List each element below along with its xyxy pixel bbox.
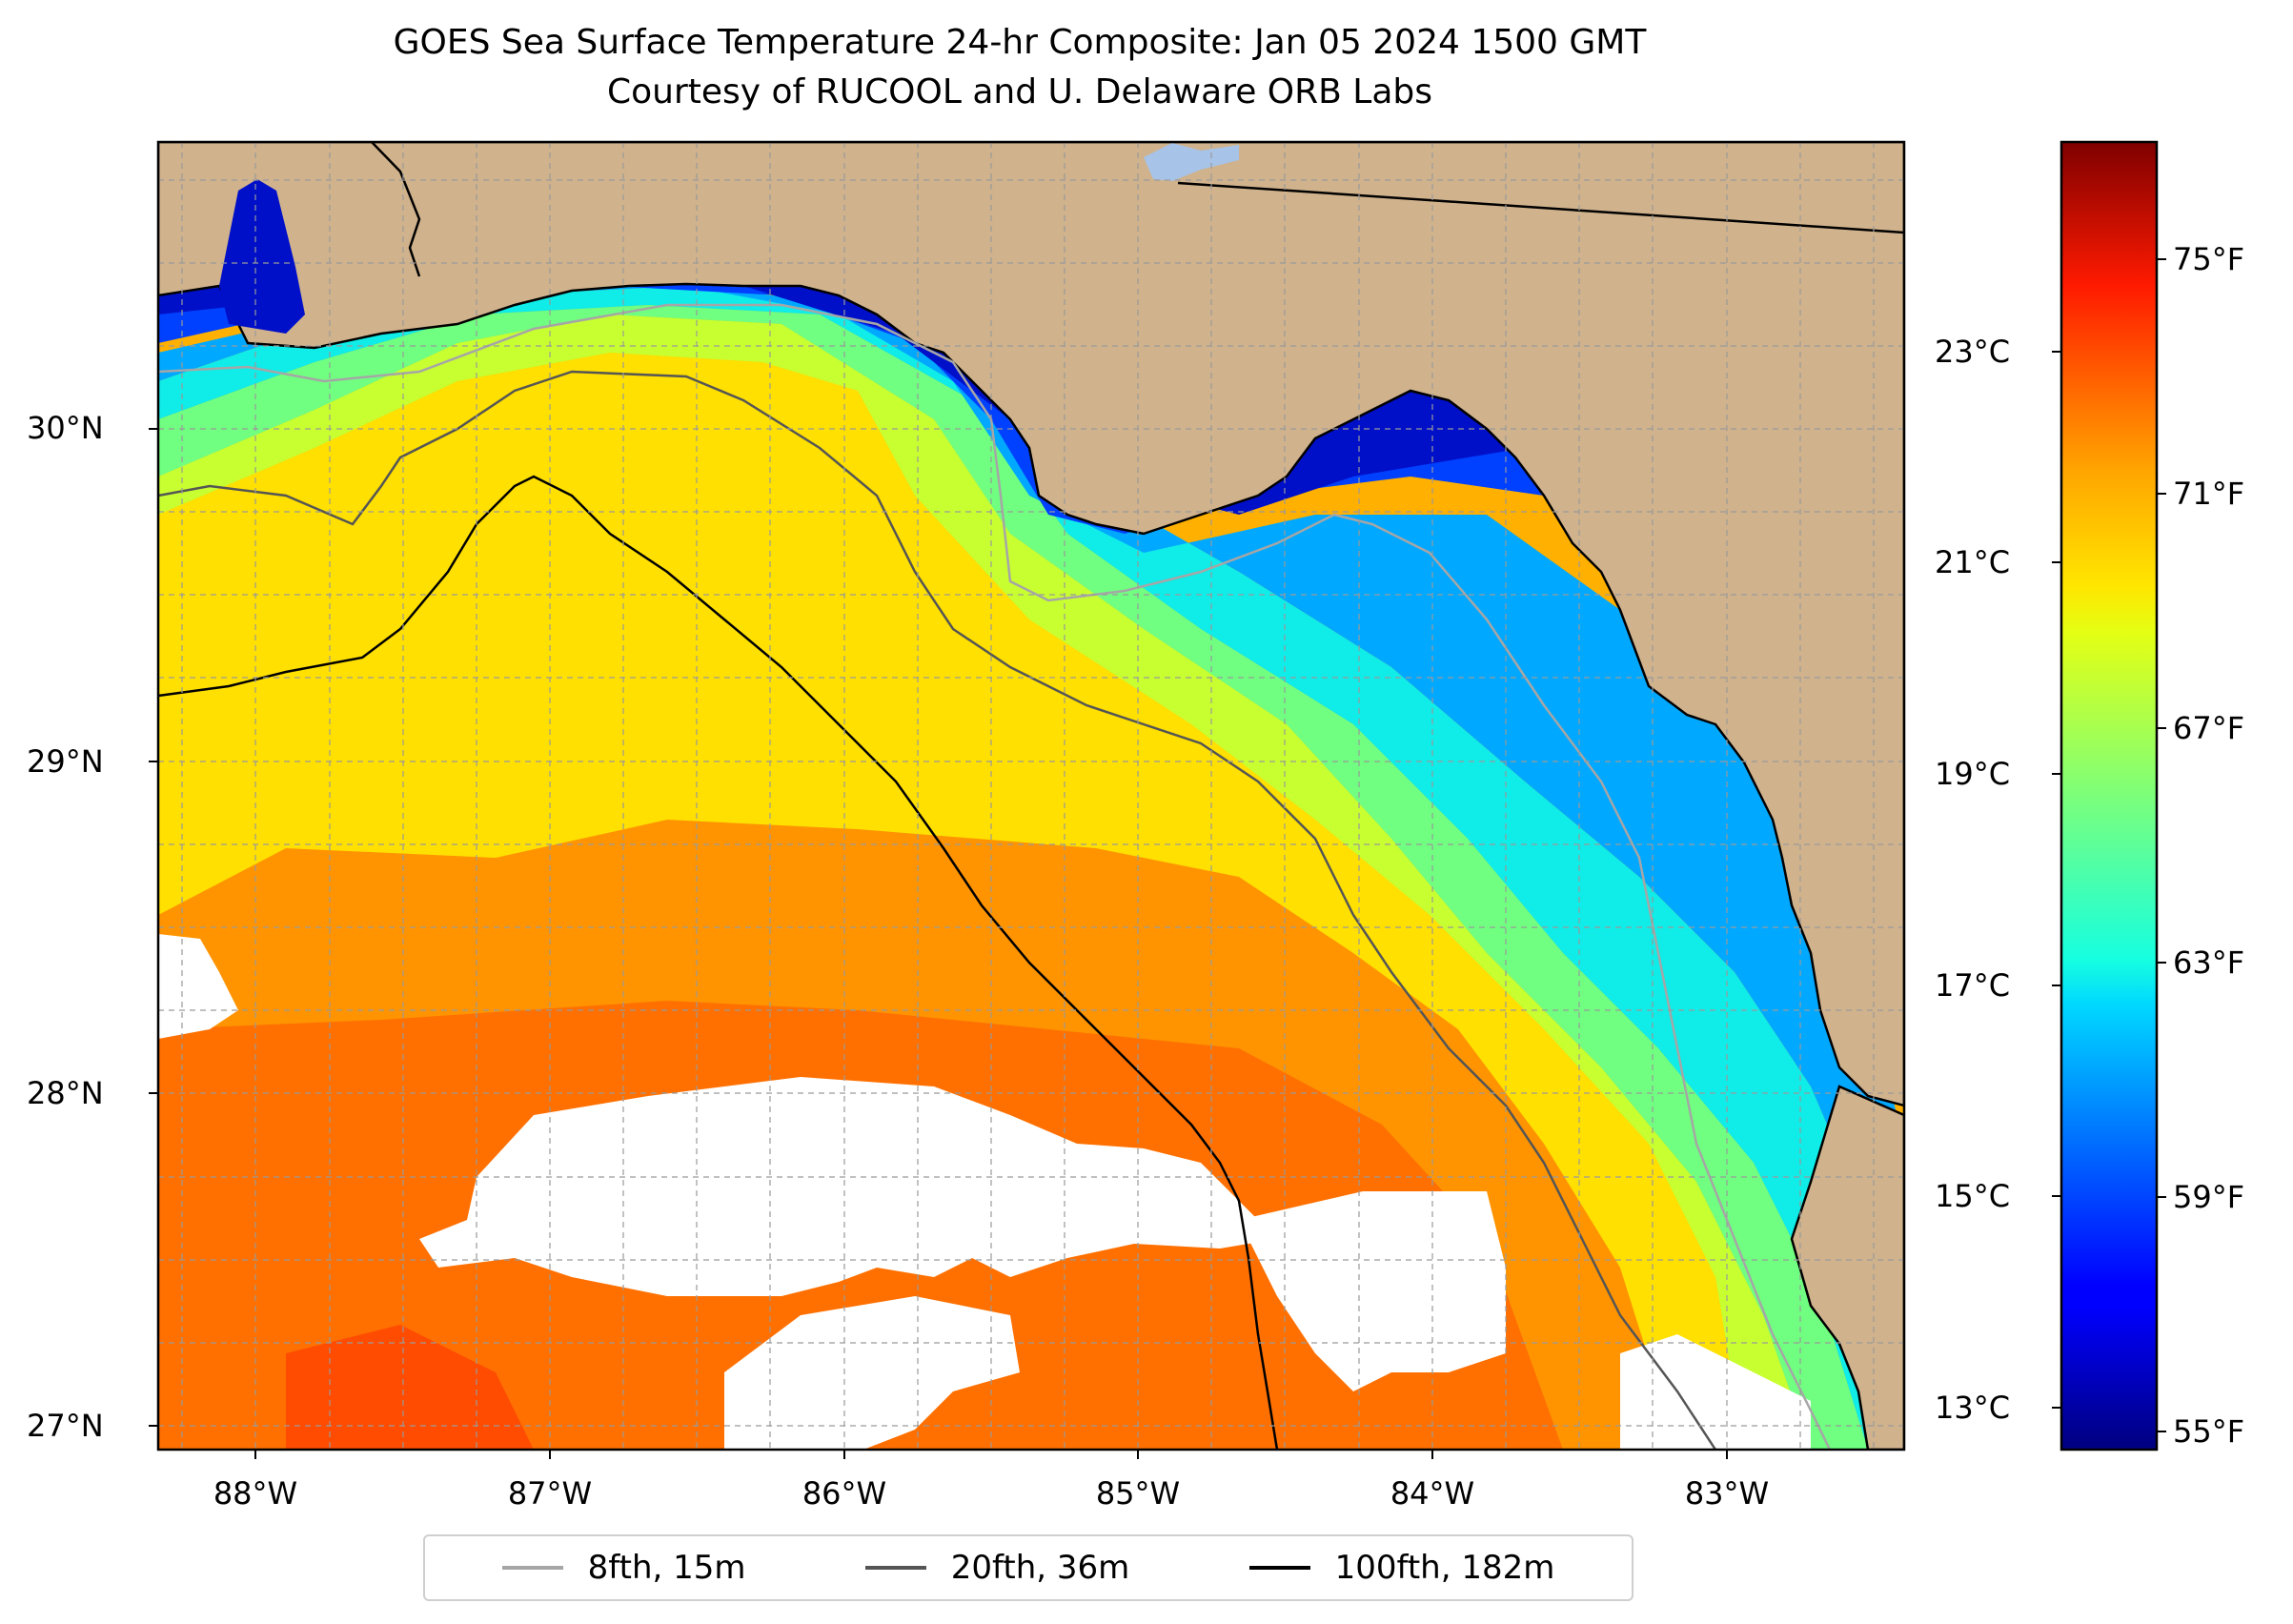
lon-label-85: 85°W [1095,1475,1181,1512]
sst-band-red-orange [286,1325,534,1450]
legend-item-20fth: 20fth, 36m [864,1549,1130,1587]
legend-item-100fth: 100fth, 182m [1248,1549,1555,1587]
colorbar-label-23c: 23°C [1935,334,2011,370]
colorbar-label-13c: 13°C [1935,1390,2011,1426]
colorbar-label-21c: 21°C [1935,544,2011,580]
contour-100fth [158,475,1279,1450]
legend-label-8fth: 8fth, 15m [587,1549,746,1587]
state-boundary-west [371,142,421,277]
sst-band-lightblue [158,286,1904,1334]
colorbar-label-15c: 15°C [1935,1178,2011,1214]
lon-label-83: 83°W [1684,1475,1770,1512]
lake-north [1144,143,1239,181]
contour-8fth [158,303,1832,1450]
map-area [158,142,1904,1450]
contour-legend: 8fth, 15m 20fth, 36m 100fth, 182m [423,1534,1634,1601]
legend-item-8fth: 8fth, 15m [501,1549,746,1587]
colorbar-label-17c: 17°C [1935,967,2011,1004]
sst-band-cyan [158,286,1904,1450]
legend-swatch-20fth [864,1566,926,1570]
map-title: GOES Sea Surface Temperature 24-hr Compo… [393,23,1647,62]
legend-label-100fth: 100fth, 182m [1334,1549,1555,1587]
lon-label-88: 88°W [213,1475,298,1512]
colorbar [2060,140,2159,1451]
nodata-patch-southwest [419,1077,1277,1296]
colorbar-label-59f: 59°F [2173,1179,2245,1215]
colorbar-label-55f: 55°F [2173,1413,2245,1450]
contour-20fth [158,370,1717,1450]
lat-label-29: 29°N [27,743,104,780]
nodata-patch-west [158,934,238,1039]
map-subtitle: Courtesy of RUCOOL and U. Delaware ORB L… [606,72,1433,112]
lat-label-28: 28°N [27,1075,104,1111]
legend-label-20fth: 20fth, 36m [950,1549,1130,1587]
lat-label-27: 27°N [27,1408,104,1444]
colorbar-label-19c: 19°C [1935,756,2011,792]
nodata-patch-south [724,1296,1020,1450]
land-mobile-bay-inlet [219,179,305,334]
lat-label-30: 30°N [27,410,104,446]
nodata-patch-far-south [1620,1334,1811,1450]
map-ticks [149,428,1728,1459]
colorbar-label-75f: 75°F [2173,241,2245,277]
sst-band-yellow [158,353,1744,1450]
lon-label-86: 86°W [802,1475,887,1512]
map-frame [156,140,1906,1451]
colorbar-label-67f: 67°F [2173,710,2245,746]
legend-swatch-100fth [1248,1566,1310,1570]
state-boundary [1177,181,1904,234]
lon-label-87: 87°W [507,1475,593,1512]
colorbar-label-71f: 71°F [2173,476,2245,512]
colorbar-label-63f: 63°F [2173,944,2245,981]
legend-swatch-8fth [501,1566,563,1570]
colorbar-ticks [2052,258,2166,1432]
land-north-coast [158,142,1904,1107]
lon-label-84: 84°W [1390,1475,1475,1512]
gridlines [158,142,1904,1450]
sst-band-green [158,305,1868,1450]
sst-band-yellowgreen [158,315,1811,1450]
nodata-patch-southeast [1239,1191,1506,1391]
